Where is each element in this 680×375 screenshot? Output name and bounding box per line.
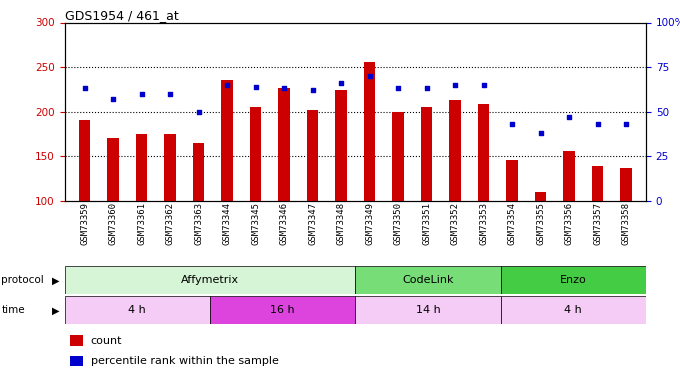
Point: [193, 109, 204, 115]
Point: [279, 86, 290, 92]
Bar: [65, 296, 210, 324]
Bar: [500, 296, 646, 324]
Bar: [250, 107, 261, 201]
Point: [165, 91, 175, 97]
Point: [478, 82, 489, 88]
Text: GSM73353: GSM73353: [479, 202, 488, 245]
Text: GSM73349: GSM73349: [365, 202, 374, 245]
Text: GSM73355: GSM73355: [536, 202, 545, 245]
Bar: [563, 151, 575, 201]
Text: count: count: [90, 336, 122, 346]
Text: percentile rank within the sample: percentile rank within the sample: [90, 356, 279, 366]
Text: GSM73363: GSM73363: [194, 202, 203, 245]
Point: [79, 86, 90, 92]
Point: [336, 80, 347, 86]
Text: GSM73362: GSM73362: [165, 202, 175, 245]
Text: GSM73351: GSM73351: [422, 202, 431, 245]
Bar: [65, 266, 355, 294]
Bar: [392, 112, 404, 201]
Bar: [71, 335, 83, 346]
Bar: [165, 134, 175, 201]
Bar: [107, 138, 119, 201]
Point: [107, 96, 118, 102]
Text: GSM73347: GSM73347: [308, 202, 317, 245]
Text: time: time: [1, 305, 25, 315]
Bar: [535, 192, 546, 201]
Bar: [507, 160, 517, 201]
Bar: [355, 296, 500, 324]
Text: 14 h: 14 h: [415, 305, 441, 315]
Text: GSM73350: GSM73350: [394, 202, 403, 245]
Text: 16 h: 16 h: [271, 305, 295, 315]
Text: GSM73359: GSM73359: [80, 202, 89, 245]
Point: [136, 91, 147, 97]
Text: GSM73361: GSM73361: [137, 202, 146, 245]
Bar: [364, 62, 375, 201]
Bar: [71, 356, 83, 366]
Text: 4 h: 4 h: [129, 305, 146, 315]
Point: [307, 87, 318, 93]
Bar: [222, 80, 233, 201]
Text: GSM73344: GSM73344: [222, 202, 232, 245]
Text: Enzo: Enzo: [560, 275, 587, 285]
Point: [250, 84, 261, 90]
Text: GSM73354: GSM73354: [507, 202, 517, 245]
Point: [364, 73, 375, 79]
Bar: [307, 110, 318, 201]
Text: CodeLink: CodeLink: [403, 275, 454, 285]
Point: [564, 114, 575, 120]
Text: GSM73358: GSM73358: [622, 202, 630, 245]
Bar: [193, 143, 204, 201]
Text: GSM73346: GSM73346: [279, 202, 288, 245]
Text: GSM73352: GSM73352: [451, 202, 460, 245]
Text: ▶: ▶: [52, 275, 60, 285]
Bar: [478, 104, 489, 201]
Text: GSM73348: GSM73348: [337, 202, 345, 245]
Bar: [355, 266, 500, 294]
Point: [449, 82, 460, 88]
Text: GSM73345: GSM73345: [251, 202, 260, 245]
Point: [421, 86, 432, 92]
Point: [535, 130, 546, 136]
Text: GSM73360: GSM73360: [109, 202, 118, 245]
Bar: [210, 296, 355, 324]
Bar: [449, 100, 461, 201]
Bar: [421, 107, 432, 201]
Bar: [592, 166, 603, 201]
Text: GDS1954 / 461_at: GDS1954 / 461_at: [65, 9, 178, 22]
Text: ▶: ▶: [52, 305, 60, 315]
Point: [507, 121, 517, 127]
Text: protocol: protocol: [1, 275, 44, 285]
Text: GSM73356: GSM73356: [564, 202, 573, 245]
Bar: [500, 266, 646, 294]
Text: 4 h: 4 h: [564, 305, 582, 315]
Bar: [620, 168, 632, 201]
Bar: [79, 120, 90, 201]
Bar: [335, 90, 347, 201]
Point: [222, 82, 233, 88]
Bar: [278, 88, 290, 201]
Point: [392, 86, 403, 92]
Text: GSM73357: GSM73357: [593, 202, 602, 245]
Bar: [136, 134, 148, 201]
Point: [592, 121, 603, 127]
Text: Affymetrix: Affymetrix: [181, 275, 239, 285]
Point: [621, 121, 632, 127]
